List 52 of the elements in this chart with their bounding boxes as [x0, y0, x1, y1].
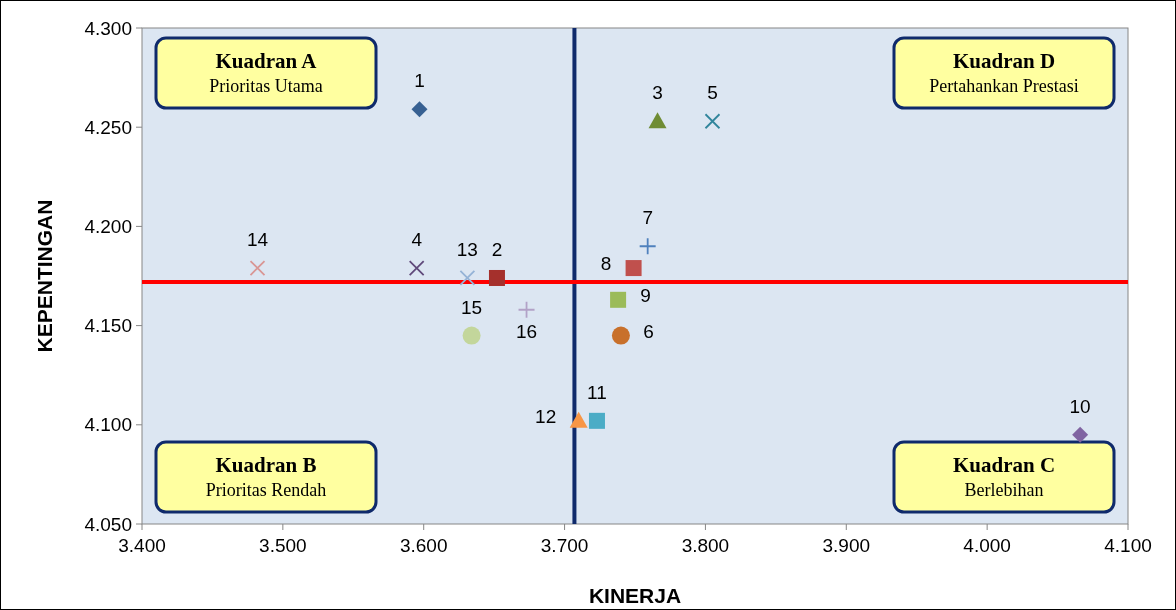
annotation: Kuadran A Prioritas Utama: [209, 49, 323, 96]
x-tick-label: 3.800: [681, 535, 730, 556]
series-label: 16: [515, 320, 538, 342]
y-tick-label: 4.150: [84, 315, 132, 337]
point: [611, 326, 630, 345]
point: [459, 270, 476, 286]
series-label: 3: [652, 82, 663, 104]
series-label: 13: [456, 238, 478, 260]
series-label: 7: [642, 207, 653, 229]
series-label: 9: [640, 284, 651, 306]
point: [588, 412, 605, 429]
point: [408, 260, 425, 276]
point: [1072, 426, 1089, 443]
x-tick-label: 3.400: [118, 535, 166, 556]
series-label: 6: [643, 320, 654, 342]
point: [610, 291, 627, 308]
y-tick-label: 4.300: [84, 17, 132, 39]
x-tick-label: 3.500: [259, 535, 307, 556]
x-tick-label: 3.900: [822, 535, 871, 556]
x-tick-label: 4.100: [1104, 535, 1152, 556]
point: [517, 300, 536, 319]
series-label: 10: [1069, 395, 1091, 417]
point: [488, 269, 505, 286]
annotation: Kuadran D Pertahankan Prestasi: [929, 49, 1079, 96]
point: [704, 113, 721, 130]
series-label: 11: [587, 381, 607, 403]
y-tick-label: 4.050: [84, 513, 132, 535]
series-label: 12: [535, 405, 557, 427]
x-tick-label: 3.600: [399, 535, 448, 556]
point: [625, 260, 642, 277]
x-tick-label: 4.000: [963, 535, 1011, 556]
point: [249, 260, 266, 276]
point: [462, 326, 481, 345]
annotation: Kuadran C Berlebihan: [952, 453, 1056, 500]
series-label: 5: [707, 82, 718, 104]
series-label: 2: [491, 238, 503, 260]
point: [648, 112, 667, 129]
point: [638, 237, 657, 256]
series-label: 8: [600, 253, 612, 275]
y-tick-label: 4.100: [84, 414, 132, 436]
point: [569, 411, 588, 428]
y-tick-label: 4.200: [84, 216, 132, 238]
series-label: 1: [414, 70, 425, 92]
series-label: 14: [246, 229, 269, 251]
x-axis-title: KINERJA: [588, 584, 682, 607]
y-axis-title: KEPENTINGAN: [33, 199, 56, 353]
point: [411, 101, 428, 118]
annotation: Kuadran B Prioritas Rendah: [205, 453, 327, 500]
series-label: 4: [411, 229, 423, 251]
series-label: 15: [461, 296, 483, 318]
y-tick-label: 4.250: [84, 116, 132, 138]
x-tick-label: 3.700: [540, 535, 589, 556]
